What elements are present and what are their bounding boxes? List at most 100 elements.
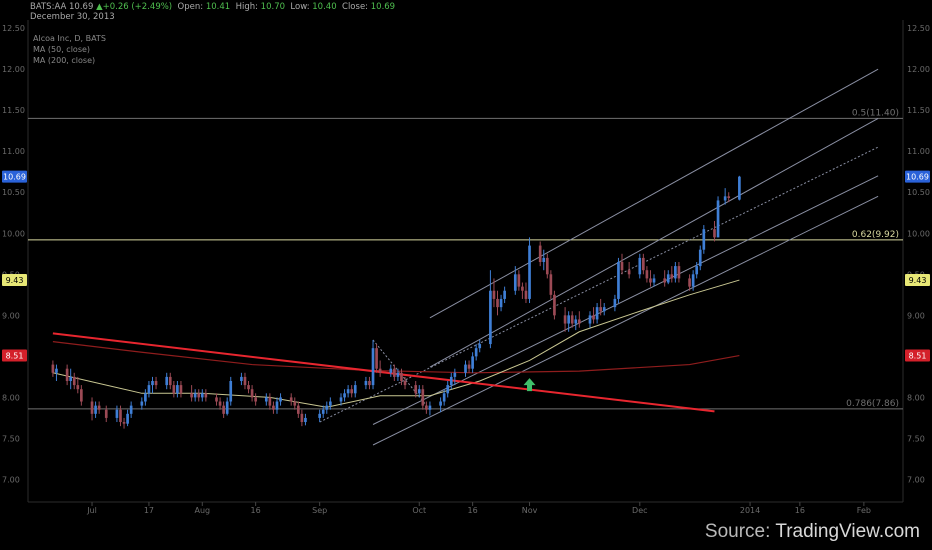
candle-body [545,257,549,275]
candle-body [577,319,581,324]
close-value: 10.69 [370,2,396,12]
candle-body [691,274,695,287]
candle-body [115,409,119,418]
candle-body [524,290,528,299]
candle-body [602,307,606,312]
pitchfork-channel-line [429,68,879,319]
candle-body [716,200,720,238]
candle-body [503,290,506,299]
candle-body [378,368,382,373]
candle-body [179,385,183,394]
open-value: 10.41 [205,2,231,12]
y-tick-right: 11.00 [907,147,930,156]
candle-body [489,290,492,345]
y-tick-right: 12.00 [907,65,930,74]
candle-body [104,409,108,418]
candle-body [204,393,208,398]
candle-body [55,368,58,373]
x-tick-label: 16 [468,506,478,515]
candle-body [144,393,147,402]
pitchfork-channel-line [372,175,879,425]
candle-body [240,376,243,381]
x-tick-label: Oct [412,506,426,515]
candle-body [674,266,677,279]
legend-ma50[interactable]: MA (50, close) [33,45,91,54]
price-tag-right-label: 9.43 [909,276,927,285]
legend-ma200[interactable]: MA (200, close) [33,56,96,65]
candle-body [642,257,645,271]
candle-body [129,405,133,414]
x-tick-label: Sep [312,506,327,515]
candle-body [215,397,218,402]
candle-body [439,401,442,406]
candle-body [247,385,250,390]
source-watermark: Source: TradingView.com [704,521,920,542]
y-tick-right: 11.50 [907,106,930,115]
candle-body [688,278,691,287]
fib-level-label: 0.5(11.40) [852,108,899,118]
candle-body [97,405,101,410]
pitchfork-median-line [319,146,879,423]
price-tag-right [905,170,930,183]
candle-body [663,278,667,283]
candle-body [190,393,193,398]
candle-body [442,393,446,402]
x-tick-label: 16 [251,506,261,515]
candle-body [254,397,257,402]
candle-body [176,385,179,394]
candle-body [649,278,652,283]
x-tick-label: Aug [194,506,210,515]
candle-body [218,401,222,406]
candle-body [549,274,553,295]
candle-body [425,405,428,410]
x-tick-label: 17 [144,506,154,515]
candle-body [94,405,97,414]
high-value: 10.70 [260,2,286,12]
candle-body [638,257,642,275]
candle-body [421,389,425,406]
candle-body [538,245,542,262]
legend-title[interactable]: Alcoa Inc, D, BATS [33,34,106,43]
fib-level-label: 0.62(9.92) [852,230,899,240]
candle-body [151,381,154,386]
tradingview-logo: TradingView.com [775,521,920,542]
candle-body [738,176,741,200]
candle-body [414,385,418,394]
y-tick-right: 7.00 [907,475,925,484]
candle-body [229,381,233,402]
candle-body [446,385,450,394]
candle-body [304,417,307,423]
change-up-icon: ▲ [96,2,103,12]
candle-body [553,294,556,316]
candle-body [542,257,546,262]
low-value: 10.40 [312,2,337,12]
candle-body [702,229,706,250]
x-tick-label: Nov [522,506,538,515]
candle-body [677,266,681,279]
candle-body [464,364,467,373]
price-tag-right-label: 10.69 [906,173,929,182]
candle-body [140,401,144,406]
candle-body [353,385,357,394]
candle-body [329,401,332,406]
candle-body [375,348,378,369]
price-tag-right [905,274,930,287]
candle-body [80,389,83,402]
y-tick-left: 11.50 [2,106,25,115]
candle-body [126,413,129,424]
candle-body [613,298,617,308]
symbol: BATS:AA [30,2,67,12]
candle-body [193,393,197,398]
candle-body [453,372,457,377]
x-tick-label: Dec [632,506,647,515]
candle-body [268,397,272,406]
candle-body [200,393,204,398]
y-tick-right: 9.00 [907,311,925,320]
candle-body [172,385,176,394]
candle-body [617,262,620,299]
candle-body [122,422,126,424]
x-tick-label: Feb [857,506,871,515]
candle-body [69,376,73,381]
candle-body [72,376,76,386]
